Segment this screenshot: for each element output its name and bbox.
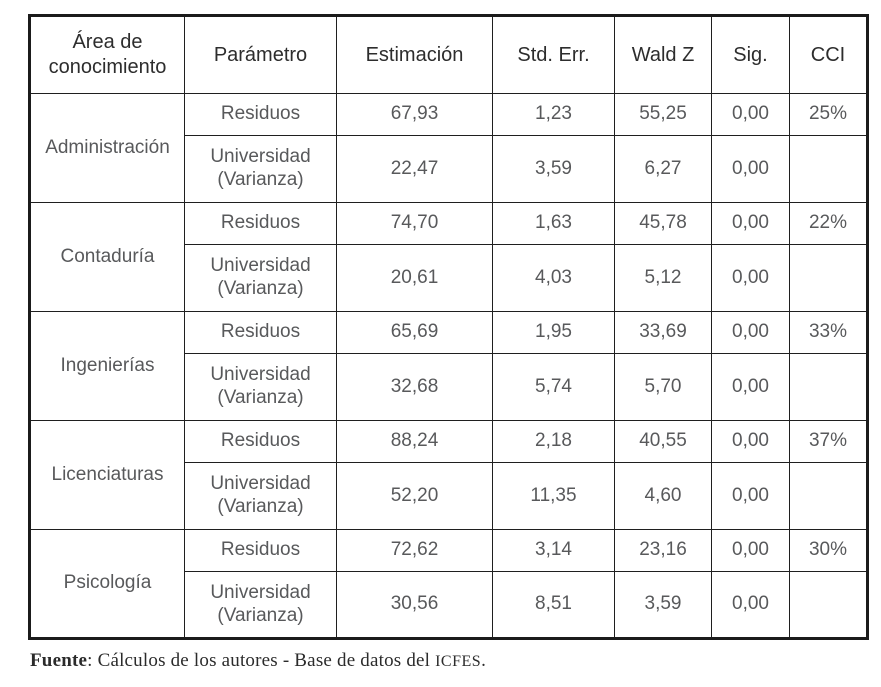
cell-cci xyxy=(789,353,868,421)
cell-wald-z: 55,25 xyxy=(614,93,712,136)
cell-std-err: 5,74 xyxy=(492,353,615,421)
table-row: Administración Residuos 67,93 1,23 55,25… xyxy=(29,93,868,203)
table-row: Contaduría Residuos 74,70 1,63 45,78 0,0… xyxy=(29,202,868,312)
cell-parametro: Residuos xyxy=(184,93,337,136)
cell-std-err: 11,35 xyxy=(492,462,615,530)
cell-cci xyxy=(789,135,868,203)
cell-wald-z: 23,16 xyxy=(614,529,712,572)
table-row: Licenciaturas Residuos 88,24 2,18 40,55 … xyxy=(29,420,868,530)
cell-cci xyxy=(789,244,868,312)
cell-std-err: 4,03 xyxy=(492,244,615,312)
table-row: Universidad (Varianza) 32,68 5,74 5,70 0… xyxy=(30,353,868,421)
header-cci: CCI xyxy=(789,15,868,94)
cell-estimacion: 88,24 xyxy=(336,420,493,463)
cell-std-err: 1,63 xyxy=(492,202,615,245)
cell-cci xyxy=(789,462,868,530)
cell-std-err: 3,59 xyxy=(492,135,615,203)
cell-cci xyxy=(789,571,868,639)
cell-estimacion: 52,20 xyxy=(336,462,493,530)
header-sig: Sig. xyxy=(711,15,790,94)
cell-sig: 0,00 xyxy=(711,311,790,354)
cell-sig: 0,00 xyxy=(711,529,790,572)
cell-estimacion: 67,93 xyxy=(336,93,493,136)
cell-std-err: 2,18 xyxy=(492,420,615,463)
source-note: Fuente: Cálculos de los autores - Base d… xyxy=(30,650,486,672)
cell-estimacion: 74,70 xyxy=(336,202,493,245)
source-icfes: ICFES xyxy=(435,653,482,670)
header-std-err: Std. Err. xyxy=(492,15,615,94)
cell-sig: 0,00 xyxy=(711,353,790,421)
cell-estimacion: 65,69 xyxy=(336,311,493,354)
cell-sig: 0,00 xyxy=(711,462,790,530)
cell-estimacion: 32,68 xyxy=(336,353,493,421)
cell-estimacion: 20,61 xyxy=(336,244,493,312)
cell-sig: 0,00 xyxy=(711,571,790,639)
source-period: . xyxy=(481,650,487,671)
cell-std-err: 1,23 xyxy=(492,93,615,136)
cell-parametro: Universidad (Varianza) xyxy=(184,462,337,530)
area-label-psicologia: Psicología xyxy=(29,529,185,639)
cell-wald-z: 4,60 xyxy=(614,462,712,530)
cell-parametro: Residuos xyxy=(184,529,337,572)
table-row: Universidad (Varianza) 20,61 4,03 5,12 0… xyxy=(30,244,868,312)
cell-wald-z: 45,78 xyxy=(614,202,712,245)
cell-sig: 0,00 xyxy=(711,135,790,203)
cell-cci: 30% xyxy=(789,529,868,572)
header-wald-z: Wald Z xyxy=(614,15,712,94)
cell-wald-z: 5,12 xyxy=(614,244,712,312)
header-estimacion: Estimación xyxy=(336,15,493,94)
area-label-contaduria: Contaduría xyxy=(29,202,185,312)
cell-sig: 0,00 xyxy=(711,202,790,245)
table-row: Universidad (Varianza) 22,47 3,59 6,27 0… xyxy=(30,135,868,203)
table-row: Universidad (Varianza) 30,56 8,51 3,59 0… xyxy=(30,571,868,639)
header-parametro: Parámetro xyxy=(184,15,337,94)
cell-cci: 37% xyxy=(789,420,868,463)
cell-parametro: Residuos xyxy=(184,202,337,245)
cell-std-err: 3,14 xyxy=(492,529,615,572)
source-label: Fuente xyxy=(30,650,88,671)
cell-parametro: Universidad (Varianza) xyxy=(184,353,337,421)
area-label-administracion: Administración xyxy=(29,93,185,203)
header-row: Área de conocimiento Parámetro Estimació… xyxy=(29,15,868,94)
cell-std-err: 1,95 xyxy=(492,311,615,354)
cell-wald-z: 5,70 xyxy=(614,353,712,421)
cell-parametro: Residuos xyxy=(184,420,337,463)
table-header: Área de conocimiento Parámetro Estimació… xyxy=(29,15,868,94)
cell-wald-z: 6,27 xyxy=(614,135,712,203)
area-label-licenciaturas: Licenciaturas xyxy=(29,420,185,530)
cell-parametro: Residuos xyxy=(184,311,337,354)
table-row: Ingenierías Residuos 65,69 1,95 33,69 0,… xyxy=(29,311,868,421)
cell-estimacion: 72,62 xyxy=(336,529,493,572)
header-area: Área de conocimiento xyxy=(29,15,185,94)
statistics-table: Área de conocimiento Parámetro Estimació… xyxy=(28,14,869,640)
cell-std-err: 8,51 xyxy=(492,571,615,639)
cell-sig: 0,00 xyxy=(711,244,790,312)
area-label-ingenierias: Ingenierías xyxy=(29,311,185,421)
cell-sig: 0,00 xyxy=(711,93,790,136)
cell-wald-z: 3,59 xyxy=(614,571,712,639)
cell-wald-z: 33,69 xyxy=(614,311,712,354)
cell-parametro: Universidad (Varianza) xyxy=(184,135,337,203)
cell-parametro: Universidad (Varianza) xyxy=(184,244,337,312)
cell-wald-z: 40,55 xyxy=(614,420,712,463)
cell-cci: 33% xyxy=(789,311,868,354)
cell-parametro: Universidad (Varianza) xyxy=(184,571,337,639)
cell-cci: 25% xyxy=(789,93,868,136)
cell-sig: 0,00 xyxy=(711,420,790,463)
table-row: Psicología Residuos 72,62 3,14 23,16 0,0… xyxy=(29,529,868,639)
table-row: Universidad (Varianza) 52,20 11,35 4,60 … xyxy=(30,462,868,530)
cell-estimacion: 22,47 xyxy=(336,135,493,203)
cell-estimacion: 30,56 xyxy=(336,571,493,639)
cell-cci: 22% xyxy=(789,202,868,245)
source-text: : Cálculos de los autores - Base de dato… xyxy=(87,650,436,671)
